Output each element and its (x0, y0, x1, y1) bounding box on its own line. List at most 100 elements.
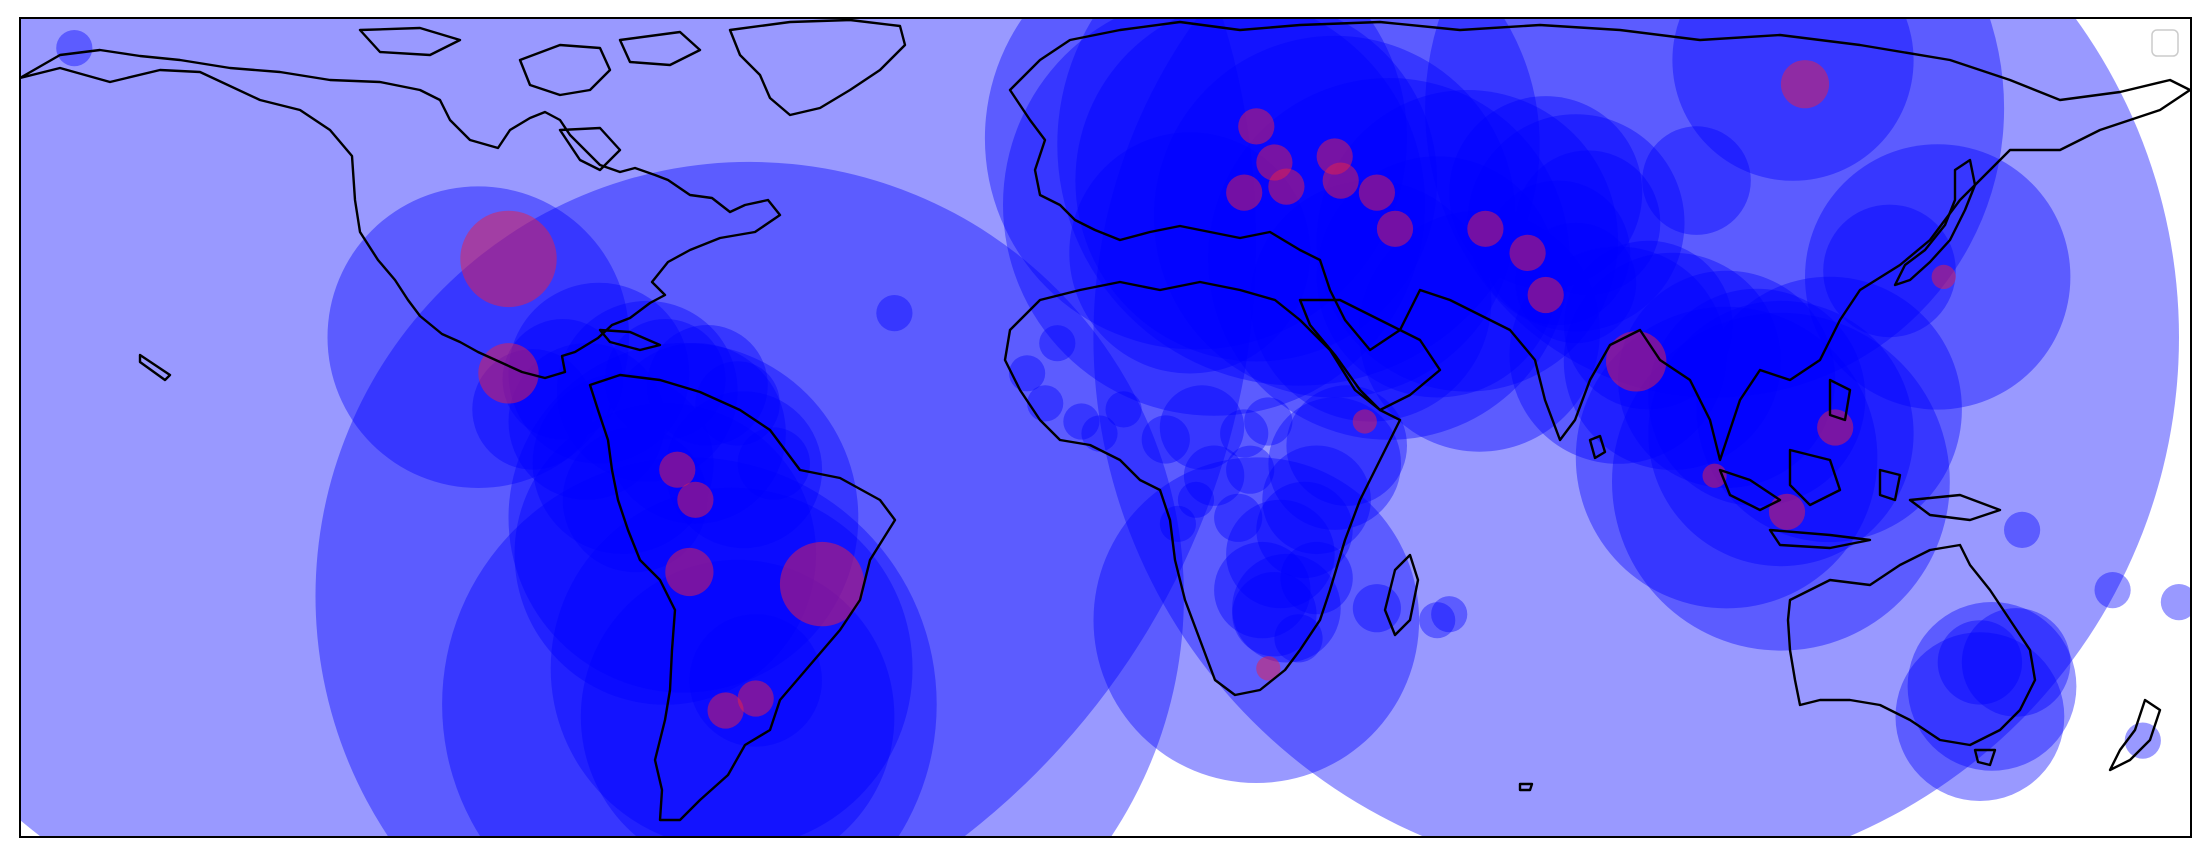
red-marker-layer (460, 60, 1956, 729)
blue-marker (508, 282, 690, 464)
red-marker (1527, 276, 1564, 314)
coastline-africa (1003, 280, 1402, 697)
coastline-japan (1893, 158, 1977, 287)
blue-marker (876, 295, 913, 332)
map-axes-frame (19, 17, 2192, 838)
coastline-sri-lanka (1588, 434, 1607, 460)
blue-marker (1141, 415, 1190, 464)
blue-marker (1485, 180, 1631, 326)
coastline-north-america (20, 48, 782, 380)
blue-marker (1286, 385, 1407, 506)
red-marker (737, 680, 774, 717)
coastline-tasmania (1973, 748, 1997, 767)
blue-marker (2004, 511, 2041, 548)
red-marker (1358, 174, 1395, 211)
blue-marker (1226, 445, 1275, 494)
red-marker (1352, 409, 1377, 434)
blue-marker (1907, 602, 2077, 771)
red-marker (1817, 409, 1854, 446)
coastline-south-america (588, 373, 897, 822)
blue-marker (1895, 632, 2065, 801)
red-marker (1931, 264, 1956, 289)
blue-marker (1003, 18, 1426, 416)
red-marker (460, 210, 557, 308)
coastline-layer (20, 18, 2191, 822)
blue-marker (1183, 445, 1245, 506)
blue-marker (556, 300, 738, 482)
red-marker (1376, 210, 1414, 247)
blue-marker (1159, 385, 1245, 470)
blue-marker (1515, 222, 1637, 344)
blue-marker (1937, 620, 2023, 705)
coastline-australia (1786, 543, 2037, 747)
blue-marker (1352, 584, 1401, 633)
blue-marker (20, 18, 1256, 837)
red-marker (707, 692, 744, 729)
blue-marker (1563, 252, 1781, 470)
blue-marker (1244, 397, 1293, 446)
blue-marker (1220, 409, 1269, 458)
blue-marker (1039, 325, 1076, 362)
red-marker (1768, 493, 1806, 530)
blue-marker (1214, 493, 1263, 542)
blue-marker (984, 18, 1408, 350)
blue-marker (1431, 596, 1468, 633)
blue-marker (1214, 541, 1311, 639)
red-marker (1467, 210, 1504, 247)
blue-marker (2124, 722, 2161, 759)
blue-marker (1256, 481, 1353, 579)
coastline-madagascar (1383, 553, 1420, 637)
blue-marker (647, 325, 768, 446)
red-marker (665, 547, 714, 597)
blue-marker (1648, 288, 1866, 506)
blue-marker (2094, 572, 2131, 609)
blue-marker (514, 403, 817, 705)
blue-marker (1419, 602, 1456, 639)
red-marker (1780, 60, 1830, 109)
coastline-small-islands (138, 353, 1534, 792)
coastline-indonesia (1718, 378, 2002, 550)
blue-marker (1093, 18, 2179, 837)
blue-marker (1009, 355, 1046, 392)
blue-marker (532, 373, 714, 555)
coastline-new-zealand (2108, 698, 2162, 772)
blue-marker (1232, 553, 1341, 663)
blue-marker (315, 162, 1184, 837)
blue-marker (1226, 499, 1335, 609)
blue-marker (508, 343, 666, 500)
blue-marker (1274, 614, 1323, 663)
blue-marker (1425, 18, 2005, 398)
legend-box (2151, 29, 2179, 57)
blue-marker (1105, 391, 1142, 428)
blue-marker (1642, 126, 1751, 235)
blue-marker (2160, 584, 2191, 621)
blue-marker (1081, 415, 1118, 452)
coastline-eurasia (1008, 20, 2191, 462)
blue-marker (1262, 445, 1371, 555)
red-marker (1256, 144, 1293, 181)
blue-marker (1515, 150, 1661, 296)
blue-marker (56, 29, 93, 67)
blue-marker (1027, 385, 1064, 422)
red-marker (1322, 162, 1359, 199)
blue-marker (1618, 270, 1836, 488)
blue-marker (1280, 541, 1353, 615)
blue-marker (1316, 90, 1619, 392)
red-marker (1606, 331, 1667, 392)
red-marker (1256, 656, 1281, 681)
red-marker (1509, 234, 1546, 271)
blue-marker (1232, 572, 1317, 657)
coastline-arabia (1298, 298, 1442, 412)
coastline-arctic-islands (358, 26, 702, 172)
blue-marker (1648, 300, 1914, 567)
blue-marker (1177, 481, 1215, 518)
blue-marker (737, 427, 810, 500)
blue-marker (1961, 608, 2071, 717)
red-marker (677, 481, 714, 518)
blue-marker (1250, 180, 1492, 422)
blue-marker (1093, 457, 1420, 783)
red-marker (659, 451, 696, 488)
red-marker (779, 541, 865, 627)
blue-marker (695, 361, 780, 446)
